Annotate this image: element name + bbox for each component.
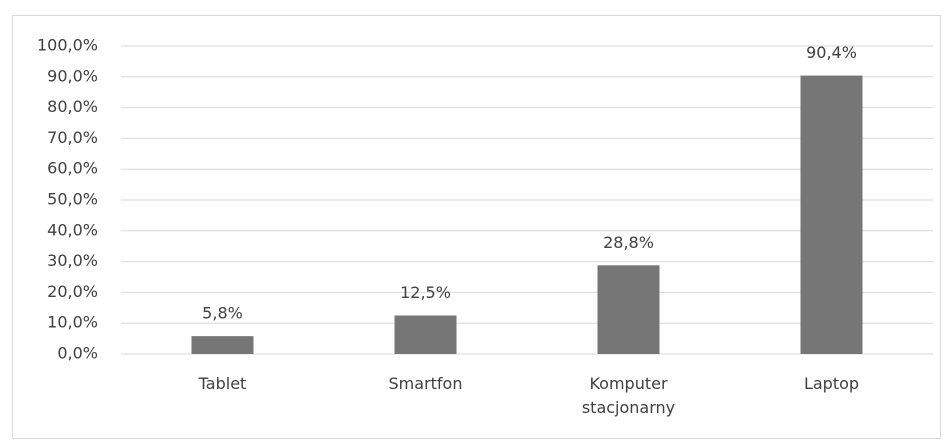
- y-tick-label: 70,0%: [47, 128, 98, 147]
- y-tick-label: 90,0%: [47, 66, 98, 85]
- bar: [191, 336, 254, 354]
- x-tick-label-box: Tablet: [198, 374, 247, 393]
- x-tick-label: Tablet: [198, 374, 247, 393]
- x-tick-label: Laptop: [803, 374, 860, 393]
- x-tick-label-box: Komputer stacjonarny: [581, 374, 676, 417]
- bar: [800, 75, 863, 355]
- data-label: 90,4%: [806, 43, 857, 62]
- y-tick-label: 60,0%: [47, 159, 98, 178]
- data-label: 5,8%: [202, 304, 243, 323]
- y-tick-label: 10,0%: [47, 313, 98, 332]
- y-tick-label: 50,0%: [47, 190, 98, 209]
- x-tick-label-box: Smartfon: [388, 374, 463, 393]
- y-tick-label: 80,0%: [47, 97, 98, 116]
- y-tick-label: 0,0%: [57, 344, 98, 363]
- x-tick-label: Komputer stacjonarny: [581, 374, 676, 417]
- y-tick-label: 20,0%: [47, 282, 98, 301]
- y-tick-label: 40,0%: [47, 220, 98, 239]
- chart-border: [12, 15, 941, 439]
- y-tick-label: 30,0%: [47, 251, 98, 270]
- x-tick-label: Smartfon: [388, 374, 463, 393]
- data-label: 28,8%: [603, 233, 654, 252]
- data-label: 12,5%: [400, 283, 451, 302]
- bar: [597, 265, 660, 354]
- y-tick-label: 100,0%: [37, 36, 98, 55]
- bar: [394, 315, 457, 354]
- x-tick-label-box: Laptop: [803, 374, 860, 393]
